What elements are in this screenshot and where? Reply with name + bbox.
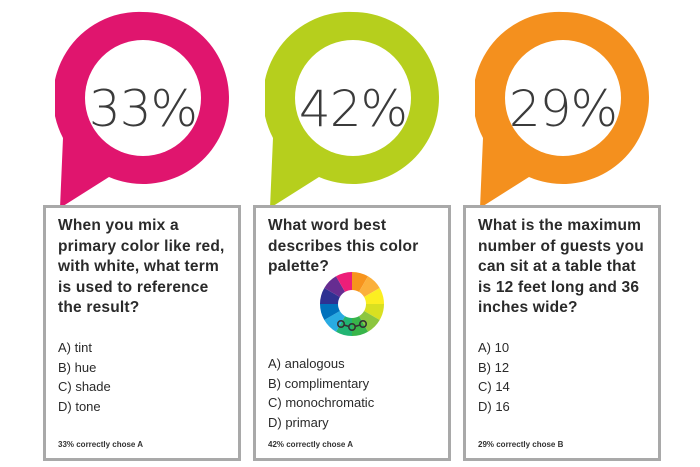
question-text: What word best describes this color pale… <box>268 217 419 275</box>
percent-label: 29% <box>508 80 618 138</box>
orange-map-pin-icon: 29% <box>475 8 651 208</box>
answer-option: C) monochromatic <box>268 395 375 410</box>
answer-option: B) hue <box>58 359 97 375</box>
quiz-card-1: 33% When you mix a primary color like re… <box>43 0 243 467</box>
result-note: 29% correctly chose B <box>478 440 564 449</box>
answer-option: D) tone <box>58 398 101 414</box>
quiz-card-3: 29% What is the maximum number of guests… <box>463 0 663 467</box>
question-card: When you mix a primary color like red, w… <box>43 205 241 461</box>
answer-option: D) primary <box>268 414 329 430</box>
answer-list: A) analogous B) complimentary C) monochr… <box>268 354 440 432</box>
question-text: What is the maximum number of guests you… <box>478 217 644 316</box>
answer-option: C) 14 <box>478 379 510 394</box>
answer-list: A) tint B) hue C) shade D) tone <box>58 338 230 416</box>
question-text: When you mix a primary color like red, w… <box>58 217 225 316</box>
answer-option: A) analogous <box>268 356 345 371</box>
result-note: 33% correctly chose A <box>58 440 144 449</box>
percent-label: 42% <box>298 80 408 138</box>
quiz-card-2: 42% What word best describes this color … <box>253 0 453 467</box>
pink-map-pin-icon: 33% <box>55 8 231 208</box>
percent-label: 33% <box>88 80 198 138</box>
answer-option: A) 10 <box>478 340 510 355</box>
answer-option: C) shade <box>58 379 111 394</box>
answer-option: B) 12 <box>478 359 510 375</box>
answer-option: A) tint <box>58 340 92 355</box>
color-wheel-icon <box>318 270 386 338</box>
green-map-pin-icon: 42% <box>265 8 441 208</box>
answer-list: A) 10 B) 12 C) 14 D) 16 <box>478 338 650 416</box>
question-card: What word best describes this color pale… <box>253 205 451 461</box>
answer-option: D) 16 <box>478 398 510 414</box>
answer-option: B) complimentary <box>268 375 370 391</box>
question-card: What is the maximum number of guests you… <box>463 205 661 461</box>
result-note: 42% correctly chose A <box>268 440 354 449</box>
